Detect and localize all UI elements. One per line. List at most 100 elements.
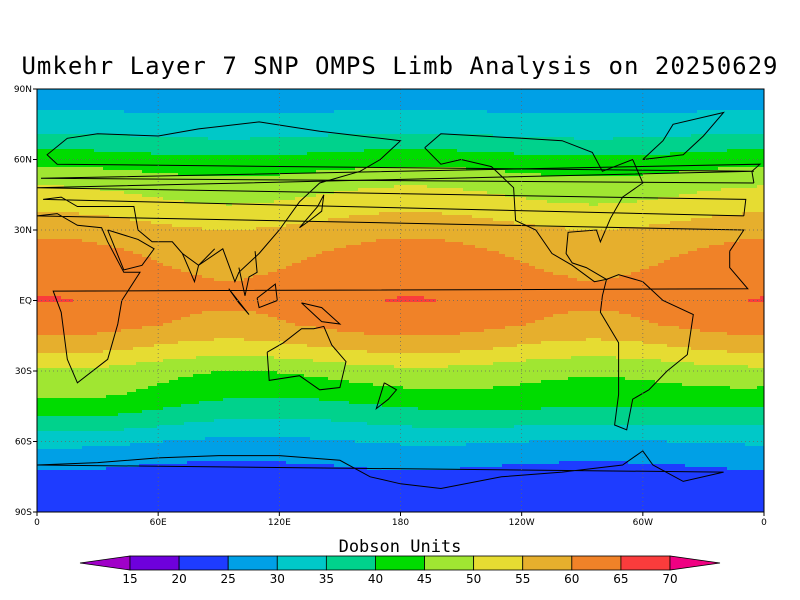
- field-cell: [106, 212, 110, 216]
- field-cell: [61, 413, 65, 417]
- field-cell: [112, 152, 116, 156]
- field-cell: [79, 167, 83, 171]
- field-cell: [82, 194, 86, 198]
- field-cell: [49, 503, 53, 507]
- field-cell: [79, 275, 83, 279]
- field-cell: [49, 107, 53, 111]
- field-cell: [40, 191, 44, 195]
- field-cell: [124, 260, 128, 264]
- field-cell: [139, 125, 143, 129]
- field-cell: [52, 380, 56, 384]
- field-cell: [103, 155, 107, 159]
- field-cell: [37, 506, 41, 510]
- field-cell: [82, 173, 86, 177]
- field-cell: [130, 224, 134, 228]
- field-cell: [97, 347, 101, 351]
- field-cell: [127, 308, 131, 312]
- field-cell: [40, 503, 44, 507]
- field-cell: [40, 110, 44, 114]
- field-cell: [76, 146, 80, 150]
- field-cell: [43, 407, 47, 411]
- field-cell: [88, 209, 92, 213]
- field-cell: [76, 281, 80, 285]
- field-cell: [67, 260, 71, 264]
- field-cell: [43, 428, 47, 432]
- field-cell: [37, 401, 41, 405]
- field-cell: [40, 320, 44, 324]
- field-cell: [91, 455, 95, 459]
- field-cell: [115, 356, 119, 360]
- field-cell: [76, 467, 80, 471]
- field-cell: [88, 218, 92, 222]
- field-cell: [43, 167, 47, 171]
- field-cell: [91, 239, 95, 243]
- field-cell: [70, 275, 74, 279]
- field-cell: [139, 245, 143, 249]
- field-cell: [43, 395, 47, 399]
- field-cell: [103, 185, 107, 189]
- field-cell: [109, 497, 113, 501]
- field-cell: [64, 128, 68, 132]
- field-cell: [49, 491, 53, 495]
- field-cell: [106, 503, 110, 507]
- field-cell: [97, 335, 101, 339]
- field-cell: [130, 152, 134, 156]
- field-cell: [142, 107, 146, 111]
- field-cell: [82, 251, 86, 255]
- field-cell: [55, 404, 59, 408]
- field-cell: [46, 182, 50, 186]
- field-cell: [85, 425, 89, 429]
- field-cell: [37, 257, 41, 261]
- field-cell: [70, 389, 74, 393]
- field-cell: [97, 167, 101, 171]
- field-cell: [61, 470, 65, 474]
- field-cell: [43, 401, 47, 405]
- field-cell: [94, 347, 98, 351]
- field-cell: [91, 92, 95, 96]
- field-cell: [70, 458, 74, 462]
- field-cell: [109, 389, 113, 393]
- field-cell: [127, 371, 131, 375]
- field-cell: [52, 497, 56, 501]
- field-cell: [85, 383, 89, 387]
- field-cell: [55, 275, 59, 279]
- field-cell: [70, 305, 74, 309]
- field-cell: [55, 410, 59, 414]
- field-cell: [76, 104, 80, 108]
- field-cell: [100, 257, 104, 261]
- field-cell: [97, 233, 101, 237]
- field-cell: [52, 104, 56, 108]
- field-cell: [130, 347, 134, 351]
- field-cell: [79, 479, 83, 483]
- field-cell: [73, 392, 77, 396]
- field-cell: [91, 203, 95, 207]
- field-cell: [46, 479, 50, 483]
- field-cell: [37, 494, 41, 498]
- field-cell: [58, 248, 62, 252]
- field-cell: [70, 353, 74, 357]
- field-cell: [94, 158, 98, 162]
- field-cell: [139, 140, 143, 144]
- field-cell: [106, 179, 110, 183]
- field-cell: [67, 119, 71, 123]
- field-cell: [109, 116, 113, 120]
- field-cell: [46, 488, 50, 492]
- field-cell: [40, 164, 44, 168]
- field-cell: [124, 455, 128, 459]
- field-cell: [136, 116, 140, 120]
- field-cell: [91, 473, 95, 477]
- field-cell: [58, 173, 62, 177]
- field-cell: [58, 251, 62, 255]
- field-cell: [79, 152, 83, 156]
- field-cell: [133, 239, 137, 243]
- field-cell: [97, 359, 101, 363]
- field-cell: [91, 317, 95, 321]
- field-cell: [37, 89, 41, 93]
- field-cell: [139, 371, 143, 375]
- field-cell: [127, 482, 131, 486]
- field-cell: [55, 230, 59, 234]
- field-cell: [106, 500, 110, 504]
- field-cell: [91, 413, 95, 417]
- field-cell: [94, 416, 98, 420]
- field-cell: [52, 125, 56, 129]
